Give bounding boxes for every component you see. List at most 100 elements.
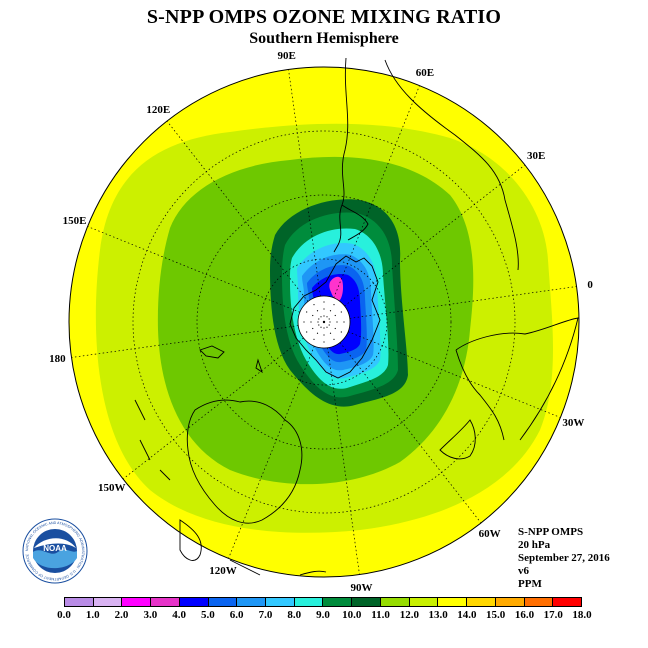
longitude-label: 150W bbox=[98, 481, 126, 494]
info-block: S-NPP OMPS 20 hPa September 27, 2016 v6 … bbox=[518, 526, 610, 591]
pole-dot bbox=[320, 326, 322, 328]
pole-dot bbox=[343, 321, 345, 323]
pole-dot bbox=[306, 331, 308, 333]
colorbar bbox=[64, 597, 582, 607]
colorbar-tick-label: 5.0 bbox=[201, 609, 215, 621]
colorbar-tick-label: 1.0 bbox=[85, 609, 100, 621]
pole-dot bbox=[329, 321, 331, 323]
info-instrument: S-NPP OMPS bbox=[518, 526, 584, 538]
pole-dot bbox=[313, 338, 315, 340]
pole-dot bbox=[310, 321, 312, 323]
colorbar-segment bbox=[380, 598, 410, 606]
pole-dot bbox=[329, 332, 332, 334]
pole-grid-dots bbox=[303, 301, 345, 343]
longitude-label: 120E bbox=[146, 104, 171, 117]
colorbar-tick-label: 18.0 bbox=[572, 609, 592, 621]
pole-dot bbox=[306, 311, 308, 313]
south-pole-dot bbox=[322, 320, 326, 324]
colorbar-tick-label: 16.0 bbox=[514, 609, 535, 621]
coastlines bbox=[134, 57, 579, 576]
colorbar-segment bbox=[93, 598, 123, 606]
figure-subtitle: Southern Hemisphere bbox=[249, 30, 399, 47]
pole-dot bbox=[323, 301, 325, 303]
colorbar-tick-label: 9.0 bbox=[316, 609, 330, 621]
pole-dot bbox=[320, 316, 322, 318]
latitude-circle bbox=[196, 194, 452, 450]
pole-dot bbox=[328, 324, 330, 326]
colorbar-tick-label: 6.0 bbox=[229, 609, 244, 621]
map-border bbox=[68, 66, 580, 578]
colorbar-tick-label: 7.0 bbox=[258, 609, 273, 621]
colorbar-tick-label: 2.0 bbox=[114, 609, 129, 621]
longitude-label: 120W bbox=[209, 565, 237, 578]
colorbar-segment bbox=[294, 598, 324, 606]
pole-dot bbox=[340, 311, 342, 313]
longitude-label: 30E bbox=[526, 150, 546, 163]
pole-dot bbox=[328, 318, 330, 320]
info-units: PPM bbox=[518, 578, 542, 590]
longitude-label: 0 bbox=[587, 278, 593, 291]
longitude-label: 60E bbox=[415, 66, 435, 79]
colorbar-segment bbox=[553, 598, 581, 606]
colorbar-segment bbox=[438, 598, 468, 606]
pole-dot bbox=[323, 308, 325, 310]
info-date: September 27, 2016 bbox=[518, 552, 610, 564]
colorbar-segment bbox=[65, 598, 94, 606]
colorbar-segment bbox=[208, 598, 238, 606]
pole-dot bbox=[316, 332, 319, 334]
pole-dot bbox=[323, 341, 325, 343]
colorbar-tick-label: 0.0 bbox=[57, 609, 71, 621]
pole-dot bbox=[334, 327, 336, 330]
figure-title: S-NPP OMPS OZONE MIXING RATIO bbox=[146, 6, 502, 28]
colorbar-segment bbox=[352, 598, 381, 606]
pole-dot bbox=[334, 314, 336, 317]
pole-dot bbox=[313, 304, 315, 306]
longitude-label: 180 bbox=[49, 353, 66, 366]
longitude-label: 30W bbox=[562, 416, 585, 429]
colorbar-segment bbox=[179, 598, 209, 606]
longitude-label: 90E bbox=[277, 49, 296, 62]
pole-dot bbox=[312, 327, 314, 330]
colorbar-tick-label: 3.0 bbox=[143, 609, 158, 621]
longitude-label: 150E bbox=[62, 215, 87, 228]
longitude-label: 60W bbox=[478, 527, 501, 540]
colorbar-segment bbox=[122, 598, 152, 606]
colorbar-segment bbox=[237, 598, 267, 606]
colorbar-segment bbox=[323, 598, 353, 606]
colorbar-tick-label: 11.0 bbox=[371, 609, 390, 621]
pole-dot bbox=[317, 321, 319, 323]
colorbar-tick-label: 8.0 bbox=[287, 609, 302, 621]
pole-dot bbox=[312, 314, 314, 317]
colorbar-segment bbox=[524, 598, 554, 606]
pole-dot bbox=[316, 310, 319, 312]
pole-dot bbox=[329, 310, 332, 312]
colorbar-segment bbox=[151, 598, 180, 606]
colorbar-tick-label: 4.0 bbox=[172, 609, 186, 621]
colorbar-tick-label: 17.0 bbox=[543, 609, 563, 621]
longitude-label: 90W bbox=[350, 582, 373, 595]
pole-dot bbox=[323, 315, 325, 317]
noaa-logo-text: NOAA bbox=[43, 544, 67, 553]
colorbar-tick-label: 15.0 bbox=[486, 609, 506, 621]
pole-dot bbox=[323, 327, 325, 329]
colorbar-tick-label: 14.0 bbox=[457, 609, 477, 621]
colorbar-segment bbox=[409, 598, 439, 606]
pole-dot bbox=[333, 338, 335, 340]
info-version: v6 bbox=[518, 565, 529, 577]
pole-dot bbox=[336, 321, 338, 323]
colorbar-tick-label: 13.0 bbox=[428, 609, 448, 621]
pole-dot bbox=[326, 326, 328, 328]
latitude-circle bbox=[132, 130, 516, 514]
colorbar-segment bbox=[266, 598, 295, 606]
colorbar-tick-label: 12.0 bbox=[399, 609, 419, 621]
pole-dot bbox=[323, 334, 325, 336]
pole-dot bbox=[303, 321, 305, 323]
latitude-circle bbox=[260, 258, 388, 386]
info-level: 20 hPa bbox=[518, 539, 551, 551]
noaa-logo: NOAA NATIONAL OCEANIC AND ATMOSPHERIC AD… bbox=[22, 518, 88, 584]
colorbar-segment bbox=[495, 598, 525, 606]
pole-dot bbox=[326, 316, 328, 318]
pole-dot bbox=[340, 331, 342, 333]
